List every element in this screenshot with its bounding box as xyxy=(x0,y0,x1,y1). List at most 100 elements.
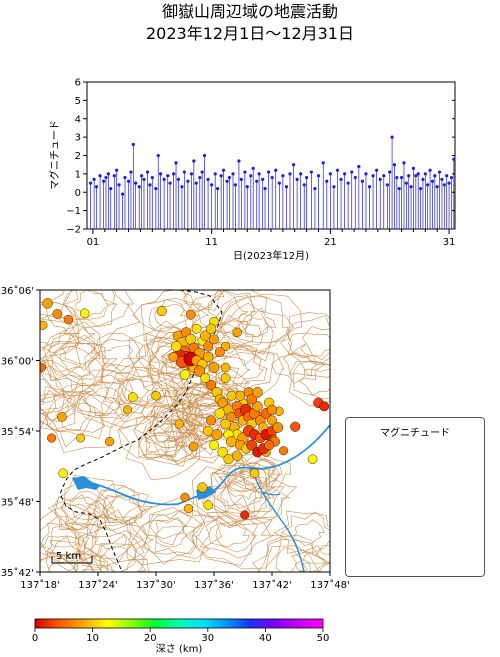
y-axis-label: マグニチュード xyxy=(48,120,61,190)
event-point xyxy=(445,174,449,178)
epicenter-point xyxy=(249,468,260,479)
event-point xyxy=(313,186,317,191)
epicenter-point xyxy=(52,309,63,319)
event-point xyxy=(109,186,113,191)
map-longitude-axis: 137˚18' 137˚24' 137˚30' 137˚36' 137˚42' 137˚4… xyxy=(20,572,350,591)
event-point xyxy=(433,174,437,178)
epicenter-point xyxy=(47,433,57,443)
event-point xyxy=(225,179,229,183)
epicenter-point xyxy=(279,446,289,456)
epicenter-point xyxy=(217,397,228,408)
event-point xyxy=(447,181,451,185)
epicenter-map: 137˚18' 137˚24' 137˚30' 137˚36' 137˚42' 137˚4… xyxy=(1,285,350,591)
event-point xyxy=(210,183,214,187)
event-point xyxy=(392,163,397,167)
epicenter-point xyxy=(156,306,167,317)
epicenter-point xyxy=(179,369,191,380)
event-point xyxy=(206,177,210,181)
event-point xyxy=(321,161,325,165)
event-point xyxy=(213,172,217,176)
event-point xyxy=(309,170,313,174)
event-point xyxy=(174,161,178,165)
event-point xyxy=(364,172,368,176)
earthquake-epicenters xyxy=(40,298,330,520)
epicenter-point xyxy=(246,393,257,405)
event-point xyxy=(115,168,119,172)
depth-colorbar: 0 10 20 30 40 50 深さ (km) xyxy=(32,618,329,655)
points-group xyxy=(88,135,456,196)
event-point xyxy=(277,181,281,185)
event-point xyxy=(176,177,181,181)
epicenter-point xyxy=(203,351,214,363)
event-point xyxy=(437,170,442,174)
event-point xyxy=(233,183,237,187)
epicenter-point xyxy=(168,352,179,362)
longitude-tick-label: 137˚30' xyxy=(136,579,176,591)
event-point xyxy=(452,157,456,161)
event-point xyxy=(430,179,435,183)
event-point xyxy=(123,175,127,180)
event-point xyxy=(332,185,336,189)
y-axis: −2 −1 0 1 2 3 4 5 6 xyxy=(66,78,455,236)
epicenter-point xyxy=(151,391,161,401)
event-point xyxy=(449,175,454,180)
epicenter-point xyxy=(226,390,237,401)
event-point xyxy=(94,185,99,189)
y-tick-label: −2 xyxy=(66,225,81,236)
epicenter-point xyxy=(209,334,219,345)
latitude-tick-label: 35˚48' xyxy=(1,497,34,509)
event-point xyxy=(335,168,340,172)
event-point xyxy=(402,161,406,165)
epicenter-point xyxy=(188,441,199,452)
y-tick-label: −1 xyxy=(66,206,81,217)
event-point xyxy=(299,172,303,176)
event-point xyxy=(353,175,357,180)
epicenter-point xyxy=(79,308,90,319)
latitude-tick-label: 35˚54' xyxy=(1,426,34,438)
x-axis: 01 11 21 31 xyxy=(87,229,456,248)
event-point xyxy=(239,177,243,181)
epicenter-point xyxy=(58,468,68,479)
epicenter-point xyxy=(217,446,228,458)
scale-bar: 5 km xyxy=(51,551,93,564)
chart-subtitle: 2023年12月1日〜12月31日 xyxy=(146,24,354,43)
event-point xyxy=(189,172,194,176)
event-point xyxy=(385,183,389,187)
event-point xyxy=(88,181,93,185)
event-point xyxy=(414,174,418,178)
event-point xyxy=(227,175,232,180)
epicenter-point xyxy=(57,412,67,422)
event-point xyxy=(98,174,102,178)
prefecture-boundary xyxy=(59,290,223,572)
colorbar-tick-label: 30 xyxy=(201,633,214,644)
event-point xyxy=(360,179,365,183)
event-point xyxy=(407,174,411,178)
event-point xyxy=(117,183,121,187)
event-point xyxy=(442,183,446,187)
epicenter-point xyxy=(40,363,47,372)
y-tick-label: 6 xyxy=(75,78,81,89)
epicenter-point xyxy=(76,433,86,443)
epicenter-point xyxy=(104,436,115,447)
longitude-tick-label: 137˚48' xyxy=(310,579,350,591)
x-tick-label: 01 xyxy=(87,237,100,248)
event-point xyxy=(112,174,116,178)
event-point xyxy=(140,174,144,178)
event-point xyxy=(378,177,382,181)
river-branch xyxy=(249,467,305,572)
x-tick-label: 31 xyxy=(443,237,456,248)
event-point xyxy=(249,174,253,178)
map-latitude-axis: 35˚42' 35˚48' 35˚54' 36˚00' 36˚06' xyxy=(1,285,40,579)
event-point xyxy=(440,177,444,181)
longitude-tick-label: 137˚36' xyxy=(194,579,234,591)
event-point xyxy=(388,170,392,174)
event-point xyxy=(121,192,125,196)
legend-title: マグニチュード xyxy=(380,428,450,439)
event-point xyxy=(274,168,278,172)
event-point xyxy=(198,175,202,180)
event-point xyxy=(166,174,170,178)
event-point xyxy=(435,185,439,189)
event-point xyxy=(186,179,190,183)
y-tick-label: 4 xyxy=(75,114,81,125)
